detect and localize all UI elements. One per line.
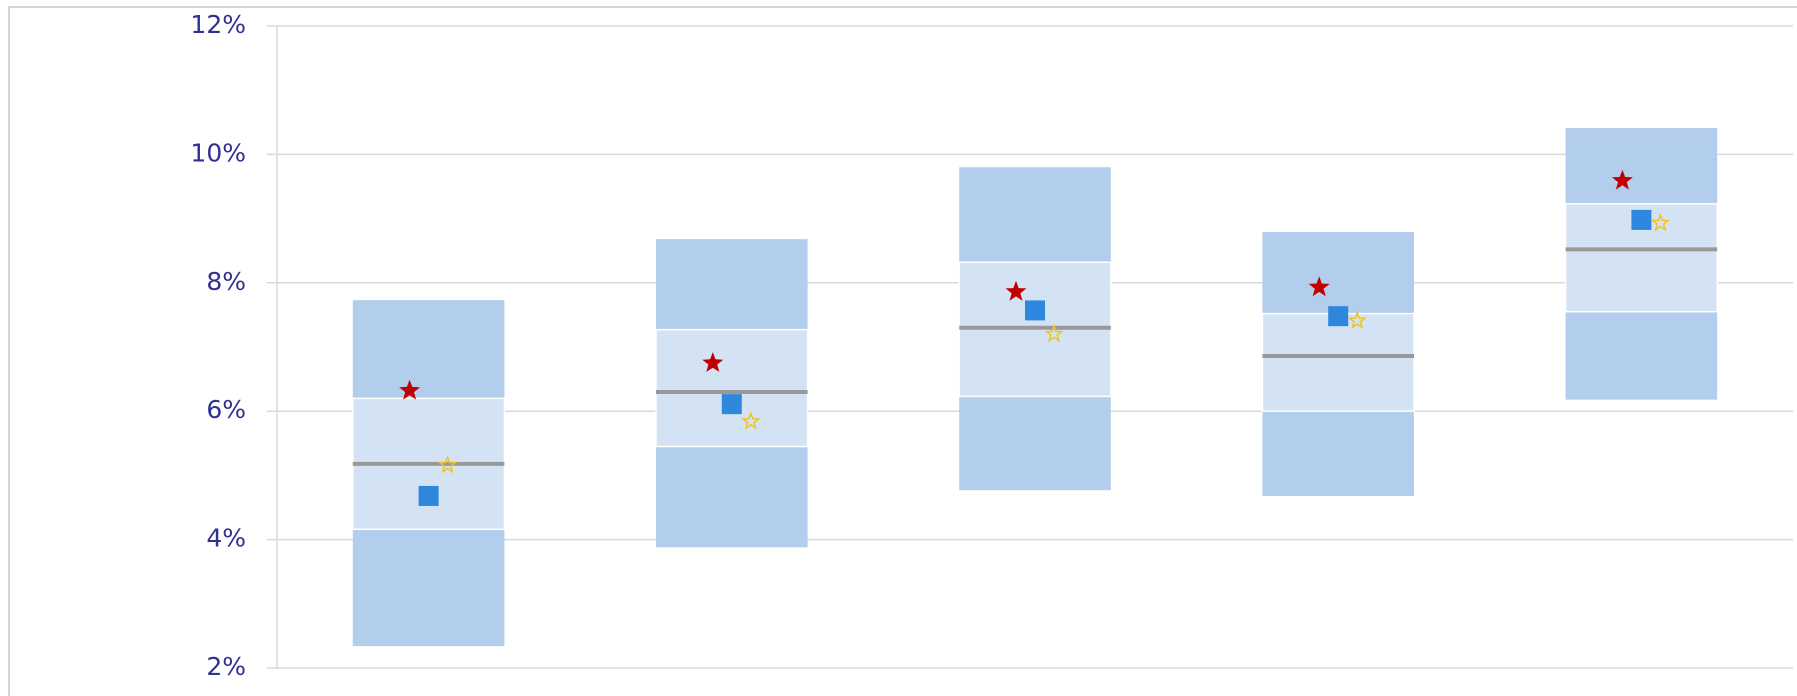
square-marker: [1025, 300, 1045, 321]
star-marker: [1005, 280, 1027, 301]
square-marker: [1631, 209, 1652, 230]
y-tick-label: 12%: [190, 10, 246, 39]
box-inner: [655, 328, 809, 448]
star-marker: [1308, 276, 1330, 297]
square-marker: [418, 485, 439, 506]
star-marker: [741, 411, 761, 430]
box-inner: [1261, 312, 1415, 412]
frame: [8, 6, 1797, 696]
star-marker: [437, 454, 458, 474]
star-marker: [1347, 310, 1367, 329]
y-tick-label: 10%: [190, 138, 246, 167]
y-tick-label: 2%: [206, 652, 246, 681]
square-marker: [1328, 306, 1349, 327]
y-tick-label: 8%: [206, 267, 246, 296]
y-tick-label: 4%: [206, 524, 246, 553]
square-marker: [721, 394, 742, 415]
star-marker: [1611, 169, 1633, 190]
star-marker: [702, 352, 724, 372]
star-marker: [399, 379, 421, 400]
y-tick-label: 6%: [206, 395, 246, 424]
star-marker: [1044, 324, 1064, 343]
star-marker: [1650, 212, 1671, 232]
